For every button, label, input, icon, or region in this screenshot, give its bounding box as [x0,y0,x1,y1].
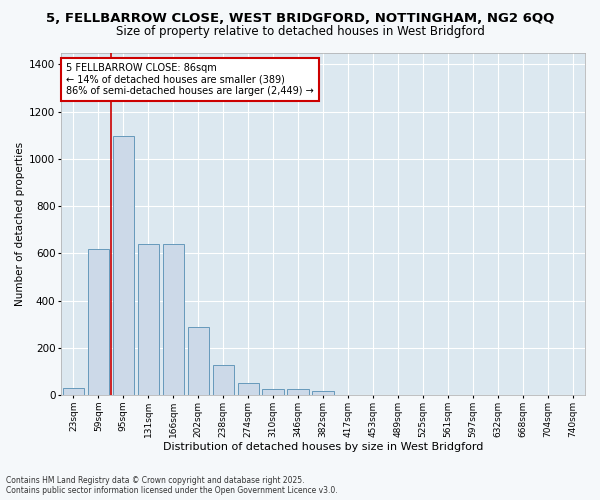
Bar [88,248,109,395]
Text: Size of property relative to detached houses in West Bridgford: Size of property relative to detached ho… [116,25,484,38]
X-axis label: Distribution of detached houses by size in West Bridgford: Distribution of detached houses by size … [163,442,483,452]
Bar [163,244,184,395]
Bar [287,389,308,395]
Bar [138,244,159,395]
Y-axis label: Number of detached properties: Number of detached properties [15,142,25,306]
Text: 5 FELLBARROW CLOSE: 86sqm
← 14% of detached houses are smaller (389)
86% of semi: 5 FELLBARROW CLOSE: 86sqm ← 14% of detac… [66,63,314,96]
Text: 5, FELLBARROW CLOSE, WEST BRIDGFORD, NOTTINGHAM, NG2 6QQ: 5, FELLBARROW CLOSE, WEST BRIDGFORD, NOT… [46,12,554,26]
Text: Contains HM Land Registry data © Crown copyright and database right 2025.
Contai: Contains HM Land Registry data © Crown c… [6,476,338,495]
Bar [63,388,84,395]
Bar [262,389,284,395]
Bar [313,392,334,395]
Bar [238,383,259,395]
Bar [188,326,209,395]
Bar [113,136,134,395]
Bar [212,366,234,395]
